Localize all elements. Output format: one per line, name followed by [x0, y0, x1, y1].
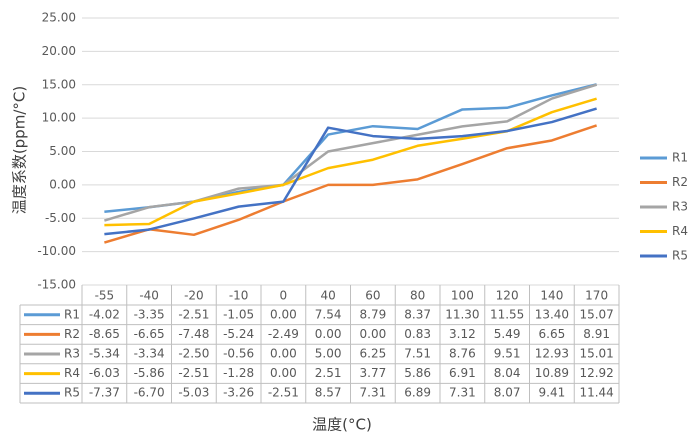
x-axis-title: 温度(°C) — [312, 416, 372, 434]
table-value: 11.55 — [490, 307, 524, 321]
table-value: -2.51 — [268, 386, 299, 400]
y-tick-label: -10.00 — [37, 244, 76, 258]
x-tick-label: 140 — [540, 289, 563, 303]
table-value: 8.07 — [494, 386, 521, 400]
table-value: 6.91 — [449, 366, 476, 380]
table-value: -3.26 — [223, 386, 254, 400]
table-value: -7.48 — [178, 327, 209, 341]
x-tick-label: 60 — [365, 289, 380, 303]
table-value: 11.30 — [445, 307, 479, 321]
table-value: 7.54 — [315, 307, 342, 321]
table-value: -3.35 — [134, 307, 165, 321]
series-line — [104, 83, 597, 222]
y-tick-label: 5.00 — [49, 144, 76, 158]
y-tick-label: 25.00 — [42, 11, 76, 25]
table-value: -0.56 — [223, 347, 254, 361]
table-value: -6.03 — [89, 366, 120, 380]
table-value: 7.31 — [360, 386, 387, 400]
legend-label: R5 — [672, 249, 688, 263]
table-value: 0.00 — [270, 347, 297, 361]
table-value: 13.40 — [535, 307, 569, 321]
series-line — [104, 97, 597, 227]
table-value: 15.07 — [579, 307, 613, 321]
table-value: -8.65 — [89, 327, 120, 341]
table-value: 15.01 — [579, 347, 613, 361]
table-value: -2.51 — [178, 366, 209, 380]
table-series-name: R4 — [64, 366, 80, 380]
table-series-name: R1 — [64, 307, 80, 321]
x-tick-label: -10 — [229, 289, 249, 303]
legend-label: R4 — [672, 224, 688, 238]
table-value: -3.34 — [134, 347, 165, 361]
series-line — [104, 107, 597, 236]
table-value: 9.41 — [539, 386, 566, 400]
table-value: 0.00 — [360, 327, 387, 341]
table-value: -5.03 — [178, 386, 209, 400]
y-tick-label: 15.00 — [42, 77, 76, 91]
table-value: 5.86 — [404, 366, 431, 380]
x-tick-label: -20 — [184, 289, 204, 303]
table-value: -2.51 — [178, 307, 209, 321]
table-value: -6.65 — [134, 327, 165, 341]
table-value: 9.51 — [494, 347, 521, 361]
table-value: 3.12 — [449, 327, 476, 341]
table-value: 12.93 — [535, 347, 569, 361]
table-value: -5.24 — [223, 327, 254, 341]
legend-label: R3 — [672, 200, 688, 214]
table-series-name: R2 — [64, 327, 80, 341]
table-value: 10.89 — [535, 366, 569, 380]
x-tick-label: 100 — [451, 289, 474, 303]
table-value: 6.25 — [360, 347, 387, 361]
table-value: -7.37 — [89, 386, 120, 400]
x-tick-label: -55 — [95, 289, 115, 303]
table-value: 0.00 — [270, 366, 297, 380]
table-series-name: R3 — [64, 347, 80, 361]
table-value: -4.02 — [89, 307, 120, 321]
table-value: 8.79 — [360, 307, 387, 321]
table-value: 8.37 — [404, 307, 431, 321]
x-tick-label: 40 — [320, 289, 335, 303]
table-value: -2.49 — [268, 327, 299, 341]
y-tick-label: 0.00 — [49, 177, 76, 191]
table-value: 5.00 — [315, 347, 342, 361]
table-value: 7.51 — [404, 347, 431, 361]
y-tick-label: 10.00 — [42, 111, 76, 125]
table-value: 0.00 — [315, 327, 342, 341]
table-value: 11.44 — [579, 386, 613, 400]
table-value: -1.05 — [223, 307, 254, 321]
table-value: 6.89 — [404, 386, 431, 400]
x-tick-label: 80 — [410, 289, 425, 303]
x-tick-label: -40 — [139, 289, 159, 303]
table-value: 5.49 — [494, 327, 521, 341]
table-value: -5.34 — [89, 347, 120, 361]
series-line — [104, 124, 598, 244]
table-value: 8.76 — [449, 347, 476, 361]
table-value: -6.70 — [134, 386, 165, 400]
table-value: 8.04 — [494, 366, 521, 380]
legend-label: R2 — [672, 175, 688, 189]
x-tick-label: 170 — [585, 289, 608, 303]
table-value: 6.65 — [539, 327, 566, 341]
table-value: 8.57 — [315, 386, 342, 400]
legend-label: R1 — [672, 151, 688, 165]
x-tick-label: 120 — [496, 289, 519, 303]
y-tick-label: -15.00 — [37, 278, 76, 292]
table-value: -1.28 — [223, 366, 254, 380]
table-value: 0.00 — [270, 307, 297, 321]
table-value: -2.50 — [178, 347, 209, 361]
table-value: 2.51 — [315, 366, 342, 380]
x-tick-label: 0 — [280, 289, 288, 303]
y-tick-label: 20.00 — [42, 44, 76, 58]
y-tick-label: -5.00 — [45, 211, 76, 225]
table-value: 3.77 — [360, 366, 387, 380]
table-value: 0.83 — [404, 327, 431, 341]
table-value: -5.86 — [134, 366, 165, 380]
table-value: 12.92 — [579, 366, 613, 380]
y-axis-title: 温度系数(ppm/°C) — [11, 86, 29, 214]
table-value: 7.31 — [449, 386, 476, 400]
table-series-name: R5 — [64, 386, 80, 400]
table-value: 8.91 — [583, 327, 610, 341]
